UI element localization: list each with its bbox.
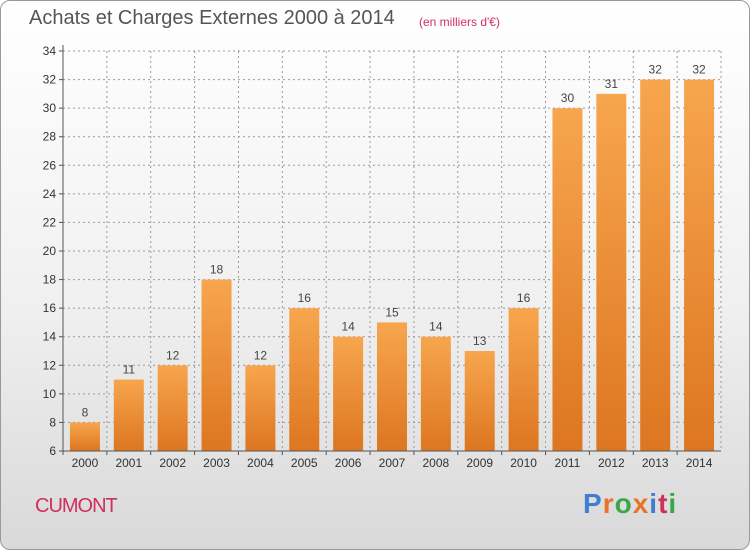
data-label: 16 xyxy=(298,291,312,305)
x-tick-label: 2006 xyxy=(335,456,362,470)
bar xyxy=(596,93,627,451)
y-tick-label: 16 xyxy=(43,301,57,315)
data-label: 13 xyxy=(473,334,487,348)
brand-letter: r xyxy=(602,488,615,519)
data-label: 16 xyxy=(517,291,531,305)
y-tick-label: 26 xyxy=(43,158,57,172)
x-tick-label: 2001 xyxy=(115,456,142,470)
bar xyxy=(69,422,100,451)
bar xyxy=(464,351,495,451)
chart-subtitle: (en milliers d'€) xyxy=(419,15,500,29)
y-tick-label: 8 xyxy=(49,415,56,429)
data-label: 31 xyxy=(605,77,619,91)
data-label: 12 xyxy=(166,348,180,362)
x-tick-label: 2002 xyxy=(159,456,186,470)
brand-logo: Proxiti xyxy=(583,488,677,520)
y-tick-label: 6 xyxy=(49,444,56,458)
brand-letter: o xyxy=(614,488,633,519)
bar xyxy=(289,308,320,451)
brand-letter: i xyxy=(668,488,678,519)
data-label: 8 xyxy=(82,405,89,419)
brand-letter: x xyxy=(632,488,650,519)
data-label: 11 xyxy=(123,363,136,377)
bar xyxy=(684,79,715,452)
y-tick-label: 22 xyxy=(43,215,57,229)
bars: 8 11 12 18 12 16 14 15 14 13 16 30 31 32 32 xyxy=(69,63,715,452)
commune-name: CUMONT xyxy=(35,495,118,517)
data-label: 15 xyxy=(385,305,399,319)
y-tick-label: 18 xyxy=(43,273,57,287)
brand-letter: t xyxy=(658,488,669,519)
x-tick-label: 2012 xyxy=(598,456,625,470)
y-tick-label: 12 xyxy=(43,358,57,372)
y-tick-label: 10 xyxy=(43,387,57,401)
bar xyxy=(420,336,451,451)
y-tick-label: 24 xyxy=(43,187,57,201)
brand-letter: P xyxy=(583,488,603,519)
x-tick-label: 2005 xyxy=(291,456,318,470)
y-tick-label: 28 xyxy=(43,130,57,144)
bar xyxy=(201,279,232,451)
bar xyxy=(157,365,188,451)
x-tick-label: 2004 xyxy=(247,456,274,470)
bar xyxy=(508,308,539,451)
y-tick-label: 32 xyxy=(43,73,57,87)
x-tick-label: 2011 xyxy=(555,456,581,470)
bar xyxy=(640,79,671,452)
x-tick-label: 2007 xyxy=(379,456,406,470)
brand-letter: i xyxy=(649,488,659,519)
data-label: 18 xyxy=(210,263,224,277)
bar xyxy=(113,379,144,451)
bar xyxy=(377,322,407,451)
x-tick-label: 2000 xyxy=(72,456,99,470)
data-label: 14 xyxy=(341,320,355,334)
data-label: 32 xyxy=(649,63,663,77)
chart-title: Achats et Charges Externes 2000 à 2014 xyxy=(29,7,395,29)
x-tick-label: 2010 xyxy=(510,456,537,470)
y-tick-label: 34 xyxy=(43,44,57,58)
y-tick-label: 14 xyxy=(43,330,57,344)
data-label: 14 xyxy=(429,320,443,334)
x-tick-label: 2009 xyxy=(466,456,493,470)
x-tick-label: 2014 xyxy=(686,456,713,470)
y-tick-label: 30 xyxy=(43,101,57,115)
x-tick-label: 2003 xyxy=(203,456,230,470)
x-tick-label: 2013 xyxy=(642,456,669,470)
data-label: 30 xyxy=(561,91,575,105)
bar xyxy=(552,108,583,452)
gridlines xyxy=(62,50,722,452)
bar xyxy=(333,336,364,451)
data-label: 32 xyxy=(692,63,706,77)
x-tick-label: 2008 xyxy=(423,456,450,470)
y-tick-label: 20 xyxy=(43,244,57,258)
bar xyxy=(245,365,276,451)
data-label: 12 xyxy=(254,348,268,362)
axes: 6 8 10 12 14 16 18 20 22 24 26 28 30 32 34 2000 2001 2002… xyxy=(43,44,721,470)
